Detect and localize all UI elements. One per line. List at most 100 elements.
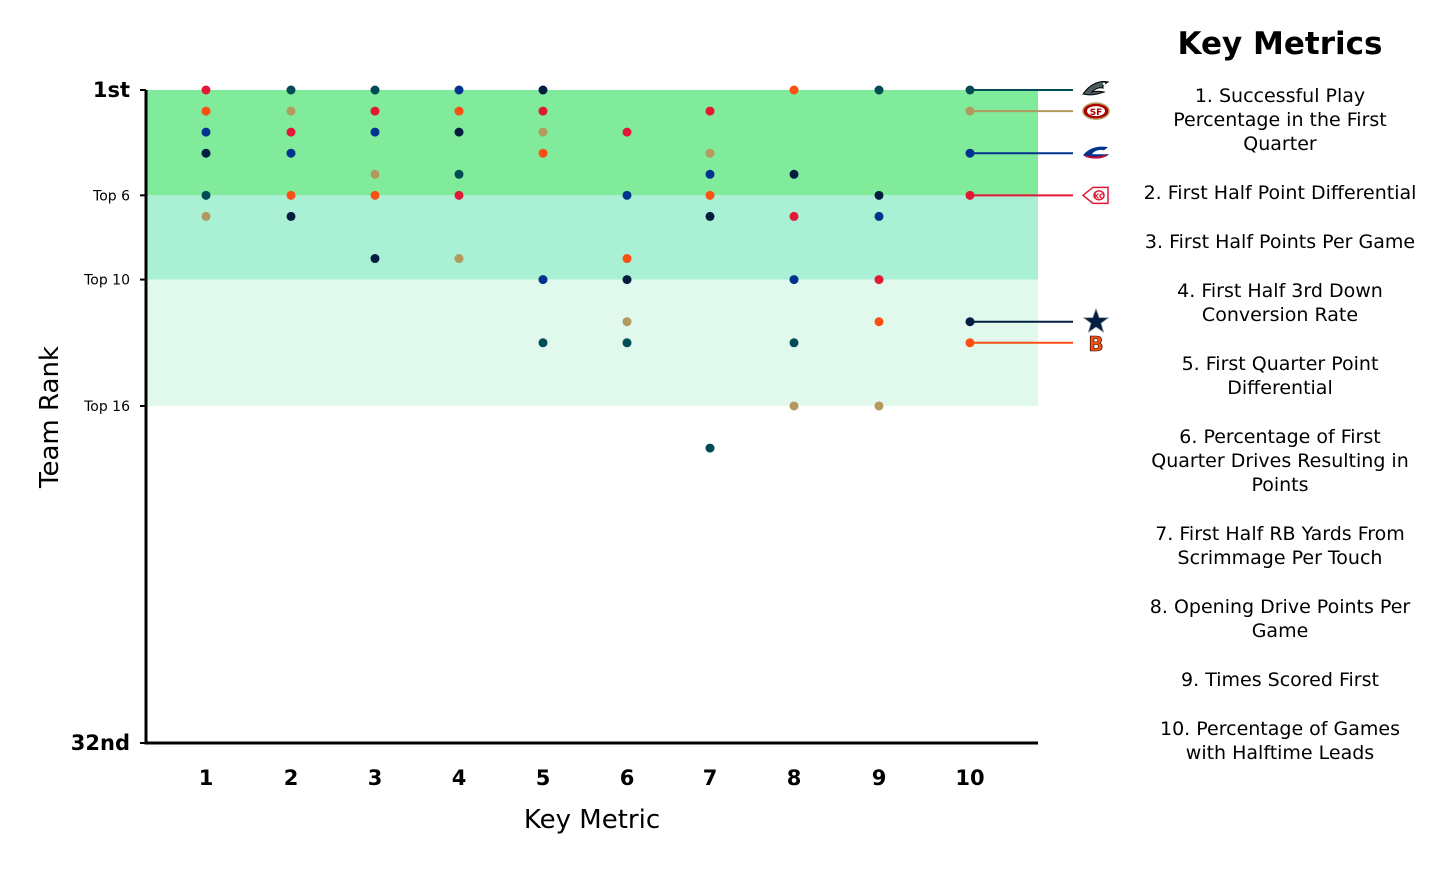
team-logos bbox=[1082, 81, 1110, 357]
y-axis-ticks: 1st Top 6 Top 10 Top 16 32nd bbox=[71, 78, 146, 755]
eagles-logo-icon bbox=[1082, 81, 1109, 96]
data-point bbox=[789, 85, 799, 95]
data-point bbox=[454, 106, 464, 116]
data-point bbox=[538, 127, 548, 137]
rank-band bbox=[146, 279, 1038, 406]
data-point bbox=[538, 275, 548, 285]
data-point bbox=[201, 148, 211, 158]
data-point bbox=[538, 338, 548, 348]
metric-item-6: 6. Percentage of First Quarter Drives Re… bbox=[1151, 426, 1409, 496]
x-axis-title: Key Metric bbox=[524, 805, 660, 835]
data-point bbox=[454, 190, 464, 200]
data-point bbox=[538, 106, 548, 116]
data-point bbox=[965, 317, 975, 327]
data-point bbox=[370, 127, 380, 137]
data-point bbox=[705, 443, 715, 453]
metric-item-10: 10. Percentage of Games with Halftime Le… bbox=[1160, 718, 1400, 764]
data-point bbox=[789, 338, 799, 348]
x-tick-label: 10 bbox=[955, 766, 984, 790]
data-point bbox=[622, 127, 632, 137]
metric-item-1: 1. Successful Play Percentage in the Fir… bbox=[1173, 85, 1387, 155]
data-point bbox=[201, 190, 211, 200]
data-point bbox=[705, 190, 715, 200]
49ers-logo-icon bbox=[1082, 102, 1110, 120]
cowboys-logo-icon bbox=[1083, 308, 1109, 333]
data-point bbox=[965, 148, 975, 158]
data-point bbox=[370, 190, 380, 200]
data-point bbox=[454, 169, 464, 179]
x-tick-label: 1 bbox=[199, 766, 214, 790]
y-tick-label: 32nd bbox=[71, 731, 130, 755]
data-point bbox=[201, 85, 211, 95]
data-point bbox=[286, 148, 296, 158]
metric-item-7: 7. First Half RB Yards From Scrimmage Pe… bbox=[1155, 523, 1405, 569]
data-point bbox=[789, 169, 799, 179]
metric-item-3: 3. First Half Points Per Game bbox=[1144, 231, 1416, 253]
bills-logo-icon bbox=[1082, 145, 1110, 160]
data-point bbox=[286, 190, 296, 200]
data-point bbox=[622, 317, 632, 327]
x-tick-label: 7 bbox=[703, 766, 718, 790]
x-tick-label: 8 bbox=[787, 766, 802, 790]
data-point bbox=[286, 85, 296, 95]
key-metrics-panel: Key Metrics 1. Successful Play Percentag… bbox=[1140, 26, 1420, 790]
x-tick-label: 2 bbox=[284, 766, 299, 790]
data-point bbox=[874, 317, 884, 327]
data-points bbox=[201, 85, 975, 453]
data-point bbox=[789, 401, 799, 411]
data-point bbox=[201, 211, 211, 221]
data-point bbox=[705, 106, 715, 116]
data-point bbox=[705, 148, 715, 158]
x-tick-label: 5 bbox=[536, 766, 551, 790]
data-point bbox=[286, 127, 296, 137]
data-point bbox=[622, 275, 632, 285]
data-point bbox=[705, 211, 715, 221]
data-point bbox=[874, 275, 884, 285]
data-point bbox=[622, 338, 632, 348]
metric-item-2: 2. First Half Point Differential bbox=[1143, 182, 1417, 204]
data-point bbox=[874, 401, 884, 411]
data-point bbox=[454, 254, 464, 264]
data-point bbox=[370, 85, 380, 95]
data-point bbox=[789, 275, 799, 285]
data-point bbox=[370, 169, 380, 179]
data-point bbox=[538, 148, 548, 158]
data-point bbox=[874, 190, 884, 200]
data-point bbox=[201, 127, 211, 137]
chiefs-logo-icon bbox=[1082, 186, 1109, 205]
data-point bbox=[965, 338, 975, 348]
data-point bbox=[201, 106, 211, 116]
y-tick-label: 1st bbox=[93, 78, 130, 102]
metric-item-4: 4. First Half 3rd Down Conversion Rate bbox=[1177, 280, 1383, 326]
rank-band bbox=[146, 90, 1038, 196]
metric-item-8: 8. Opening Drive Points Per Game bbox=[1149, 596, 1411, 642]
data-point bbox=[538, 85, 548, 95]
bengals-logo-icon bbox=[1088, 331, 1104, 357]
metric-item-5: 5. First Quarter Point Differential bbox=[1181, 353, 1379, 399]
x-axis-ticks: 1 2 3 4 5 6 7 8 9 10 bbox=[199, 766, 985, 790]
y-axis-title: Team Rank bbox=[35, 346, 65, 489]
data-point bbox=[286, 106, 296, 116]
data-point bbox=[370, 254, 380, 264]
data-point bbox=[286, 211, 296, 221]
y-tick-label: Top 16 bbox=[83, 399, 130, 415]
data-point bbox=[965, 106, 975, 116]
data-point bbox=[874, 85, 884, 95]
key-metrics-title: Key Metrics bbox=[1177, 26, 1383, 62]
data-point bbox=[370, 106, 380, 116]
data-point bbox=[705, 169, 715, 179]
y-tick-label: Top 10 bbox=[83, 273, 130, 289]
team-leader-lines bbox=[970, 89, 1073, 344]
data-point bbox=[622, 254, 632, 264]
x-tick-label: 3 bbox=[368, 766, 383, 790]
data-point bbox=[965, 85, 975, 95]
data-point bbox=[965, 190, 975, 200]
data-point bbox=[622, 190, 632, 200]
data-point bbox=[874, 211, 884, 221]
x-tick-label: 6 bbox=[620, 766, 635, 790]
rank-band bbox=[146, 195, 1038, 280]
data-point bbox=[454, 85, 464, 95]
data-point bbox=[454, 127, 464, 137]
x-tick-label: 4 bbox=[452, 766, 467, 790]
